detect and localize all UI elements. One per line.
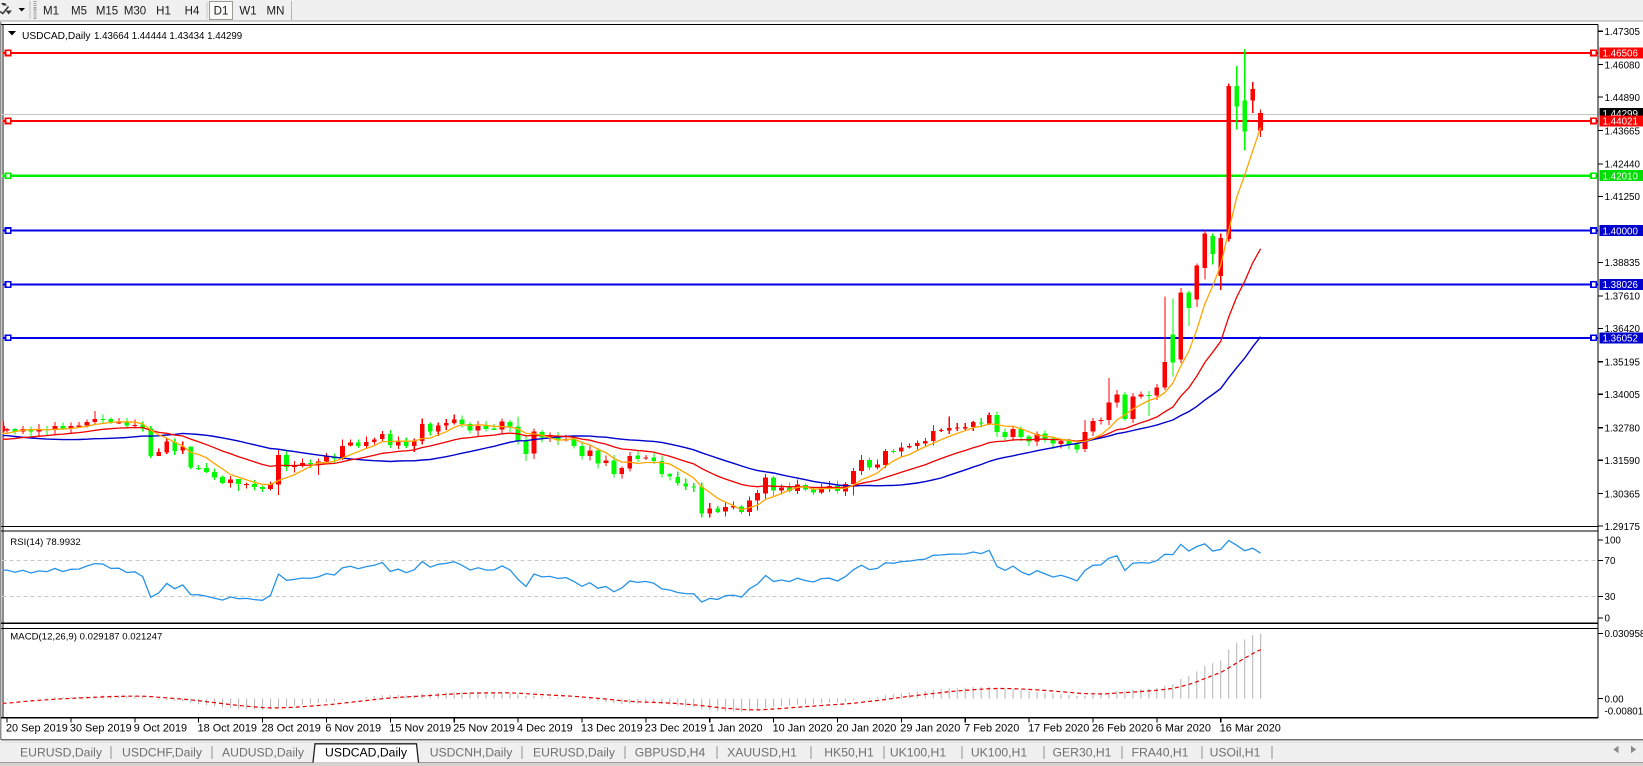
svg-text:30 Sep 2019: 30 Sep 2019 [70, 723, 132, 735]
svg-text:23 Dec 2019: 23 Dec 2019 [645, 723, 707, 735]
svg-text:1.41250: 1.41250 [1605, 192, 1641, 203]
svg-text:15 Nov 2019: 15 Nov 2019 [389, 723, 451, 735]
svg-text:100: 100 [1605, 536, 1622, 547]
svg-text:1.40000: 1.40000 [1603, 226, 1639, 237]
svg-text:1.36052: 1.36052 [1603, 334, 1638, 345]
svg-text:1.44299: 1.44299 [1603, 109, 1638, 120]
svg-text:1.43665: 1.43665 [1605, 126, 1641, 137]
svg-text:USDCAD,Daily: USDCAD,Daily [325, 746, 408, 760]
svg-text:1.38835: 1.38835 [1605, 258, 1641, 269]
svg-text:UK100,H1: UK100,H1 [890, 746, 946, 760]
svg-text:70: 70 [1605, 556, 1616, 567]
svg-text:M30: M30 [124, 6, 146, 18]
svg-text:18 Oct 2019: 18 Oct 2019 [198, 723, 257, 735]
svg-text:13 Dec 2019: 13 Dec 2019 [581, 723, 643, 735]
svg-text:FRA40,H1: FRA40,H1 [1132, 746, 1189, 760]
svg-text:28 Oct 2019: 28 Oct 2019 [262, 723, 321, 735]
svg-text:D1: D1 [214, 6, 229, 18]
svg-text:GBPUSD,H4: GBPUSD,H4 [635, 746, 706, 760]
svg-text:USOil,H1: USOil,H1 [1210, 746, 1261, 760]
svg-text:1.29175: 1.29175 [1605, 522, 1641, 533]
svg-text:-0.008013: -0.008013 [1605, 707, 1643, 718]
svg-text:M1: M1 [43, 6, 59, 18]
svg-text:1.42010: 1.42010 [1603, 171, 1639, 182]
svg-text:1 Jan 2020: 1 Jan 2020 [709, 723, 763, 735]
svg-text:USDCAD,Daily: USDCAD,Daily [22, 31, 91, 42]
svg-text:1.32780: 1.32780 [1605, 423, 1641, 434]
svg-text:AUDUSD,Daily: AUDUSD,Daily [222, 746, 305, 760]
svg-text:0.00: 0.00 [1605, 694, 1625, 705]
svg-text:UK100,H1: UK100,H1 [971, 746, 1027, 760]
svg-text:6 Nov 2019: 6 Nov 2019 [325, 723, 381, 735]
svg-text:XAUUSD,H1: XAUUSD,H1 [727, 746, 797, 760]
svg-text:1.37610: 1.37610 [1605, 292, 1641, 303]
svg-text:M5: M5 [71, 6, 87, 18]
svg-text:1.34005: 1.34005 [1605, 390, 1641, 401]
svg-text:H1: H1 [156, 6, 171, 18]
svg-text:GER30,H1: GER30,H1 [1053, 746, 1112, 760]
svg-text:MACD(12,26,9) 0.029187 0.02124: MACD(12,26,9) 0.029187 0.021247 [10, 632, 162, 643]
svg-text:26 Feb 2020: 26 Feb 2020 [1092, 723, 1153, 735]
svg-text:HK50,H1: HK50,H1 [824, 746, 874, 760]
svg-text:1.44021: 1.44021 [1603, 117, 1638, 128]
svg-text:6 Mar 2020: 6 Mar 2020 [1156, 723, 1211, 735]
svg-text:M15: M15 [96, 6, 118, 18]
svg-text:17 Feb 2020: 17 Feb 2020 [1028, 723, 1089, 735]
svg-text:25 Nov 2019: 25 Nov 2019 [453, 723, 515, 735]
svg-text:1.46080: 1.46080 [1605, 60, 1641, 71]
svg-text:1.38026: 1.38026 [1603, 280, 1639, 291]
svg-text:0: 0 [1605, 614, 1611, 625]
svg-text:1.31590: 1.31590 [1605, 456, 1641, 467]
svg-text:1.43664 1.44444 1.43434 1.4429: 1.43664 1.44444 1.43434 1.44299 [94, 31, 242, 42]
svg-text:MN: MN [267, 6, 285, 18]
svg-text:7 Feb 2020: 7 Feb 2020 [964, 723, 1019, 735]
svg-text:1.36420: 1.36420 [1605, 324, 1641, 335]
svg-text:10 Jan 2020: 10 Jan 2020 [773, 723, 833, 735]
svg-text:1.35195: 1.35195 [1605, 357, 1641, 368]
svg-text:20 Jan 2020: 20 Jan 2020 [836, 723, 896, 735]
svg-text:20 Sep 2019: 20 Sep 2019 [6, 723, 68, 735]
svg-text:1.47305: 1.47305 [1605, 27, 1641, 38]
svg-text:1.46506: 1.46506 [1603, 49, 1639, 60]
svg-text:USDCNH,Daily: USDCNH,Daily [430, 746, 514, 760]
svg-text:0.030958: 0.030958 [1605, 629, 1643, 640]
svg-text:1.42440: 1.42440 [1605, 160, 1641, 171]
svg-text:EURUSD,Daily: EURUSD,Daily [533, 746, 616, 760]
svg-text:USDCHF,Daily: USDCHF,Daily [122, 746, 203, 760]
svg-text:30: 30 [1605, 592, 1616, 603]
svg-text:RSI(14) 78.9932: RSI(14) 78.9932 [10, 537, 80, 548]
svg-text:29 Jan 2020: 29 Jan 2020 [900, 723, 960, 735]
svg-text:EURUSD,Daily: EURUSD,Daily [20, 746, 103, 760]
svg-text:1.44890: 1.44890 [1605, 93, 1641, 104]
svg-text:16 Mar 2020: 16 Mar 2020 [1220, 723, 1281, 735]
svg-text:4 Dec 2019: 4 Dec 2019 [517, 723, 573, 735]
svg-text:H4: H4 [185, 6, 200, 18]
svg-text:9 Oct 2019: 9 Oct 2019 [134, 723, 187, 735]
svg-text:1.30365: 1.30365 [1605, 489, 1641, 500]
svg-text:W1: W1 [239, 6, 256, 18]
